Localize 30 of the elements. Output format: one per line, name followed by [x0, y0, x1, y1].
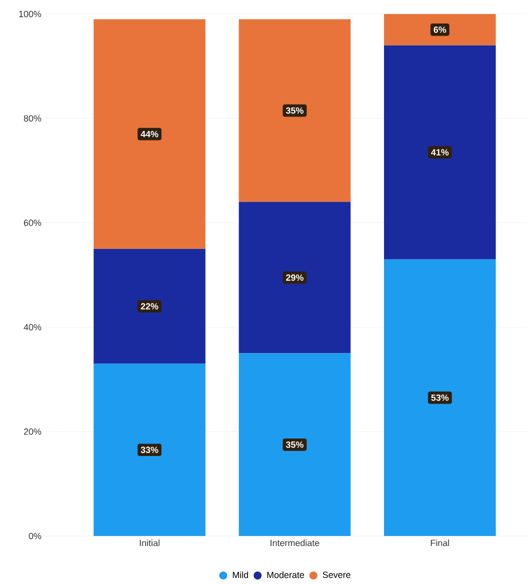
bar	[238, 19, 351, 202]
data-label: 41%	[431, 149, 449, 156]
bar	[238, 353, 351, 536]
legend-label: Moderate	[267, 572, 304, 578]
bar	[384, 45, 496, 260]
bar	[94, 19, 206, 249]
data-label: 53%	[431, 394, 449, 401]
y-tick-label: 20%	[24, 428, 42, 435]
data-label: 29%	[286, 274, 304, 281]
legend-label: Severe	[322, 572, 350, 578]
bar	[94, 364, 206, 536]
data-label: 35%	[286, 107, 304, 114]
data-label: 33%	[140, 446, 158, 454]
data-label: 35%	[286, 441, 304, 448]
y-tick-label: 0%	[28, 532, 42, 540]
bar	[94, 248, 206, 364]
data-label: 6%	[434, 26, 446, 33]
legend-label: Mild	[232, 572, 248, 578]
data-label: 22%	[140, 303, 158, 310]
x-tick-label: Initial	[140, 540, 160, 546]
y-tick-label: 80%	[24, 115, 42, 122]
bar	[384, 259, 496, 536]
y-tick-label: 40%	[24, 324, 42, 330]
bar	[238, 202, 351, 354]
data-label: 44%	[140, 130, 158, 138]
bar	[384, 14, 496, 46]
y-tick-label: 60%	[24, 220, 42, 226]
y-tick-label: 100%	[19, 10, 42, 18]
x-tick-label: Intermediate	[270, 540, 320, 546]
x-tick-label: Final	[430, 540, 450, 546]
